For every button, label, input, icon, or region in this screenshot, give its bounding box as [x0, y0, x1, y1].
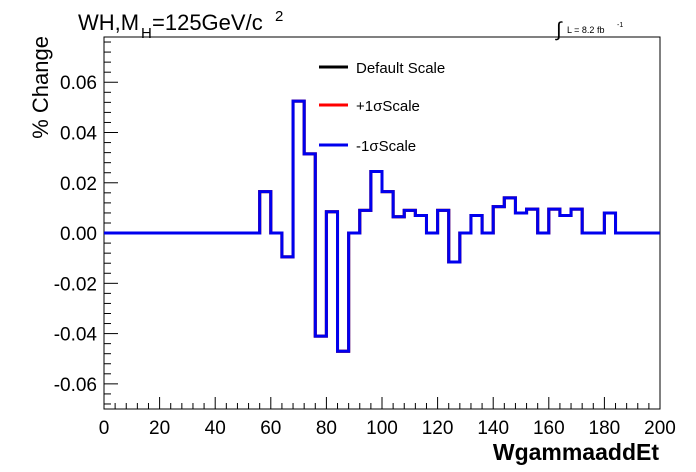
y-tick-label: -0.06	[54, 375, 97, 396]
y-tick-label: -0.04	[54, 325, 98, 346]
x-tick-label: 180	[589, 418, 621, 439]
y-axis-ticks	[104, 41, 118, 405]
title-superscript: 2	[275, 8, 283, 25]
y-tick-label: 0.02	[60, 174, 97, 195]
x-tick-label: 100	[366, 418, 398, 439]
legend: Default Scale +1σScale -1σScale	[319, 60, 445, 155]
legend-label: -1σScale	[356, 138, 416, 155]
x-tick-label: 80	[316, 418, 337, 439]
y-tick-label: 0.04	[60, 124, 97, 145]
series-lines	[104, 99, 660, 353]
x-tick-label: 40	[205, 418, 226, 439]
x-tick-label: 160	[533, 418, 565, 439]
title-subscript: H	[141, 25, 152, 42]
y-tick-label: 0.00	[60, 224, 97, 245]
integral-sign-icon: ∫	[555, 19, 563, 41]
y-axis-tick-labels: -0.06 -0.04 -0.02 0.00 0.02 0.04 0.06	[54, 73, 98, 396]
y-axis-title: % Change	[28, 36, 53, 139]
x-tick-label: 120	[422, 418, 454, 439]
lumi-text: L = 8.2 fb	[567, 25, 604, 35]
luminosity-label: ∫ L = 8.2 fb -1	[555, 19, 623, 41]
x-axis-tick-labels: 0 20 40 60 80 100 120 140 160 180 200	[99, 418, 676, 439]
legend-label: Default Scale	[356, 60, 445, 77]
x-tick-label: 60	[260, 418, 281, 439]
legend-label: +1σScale	[356, 98, 420, 115]
x-tick-label: 140	[477, 418, 509, 439]
title-rest: =125GeV/c	[152, 10, 263, 35]
x-tick-label: 200	[644, 418, 676, 439]
x-axis-ticks	[103, 397, 661, 409]
chart-title: WH,M H =125GeV/c 2	[78, 8, 283, 42]
x-axis-title: WgammaaddEt	[493, 439, 659, 465]
lumi-superscript: -1	[617, 22, 623, 29]
x-tick-label: 20	[149, 418, 170, 439]
series-line-2	[104, 99, 660, 353]
y-tick-label: -0.02	[54, 274, 97, 295]
y-tick-label: 0.06	[60, 73, 97, 94]
title-main: WH,M	[78, 10, 139, 35]
x-tick-label: 0	[99, 418, 110, 439]
